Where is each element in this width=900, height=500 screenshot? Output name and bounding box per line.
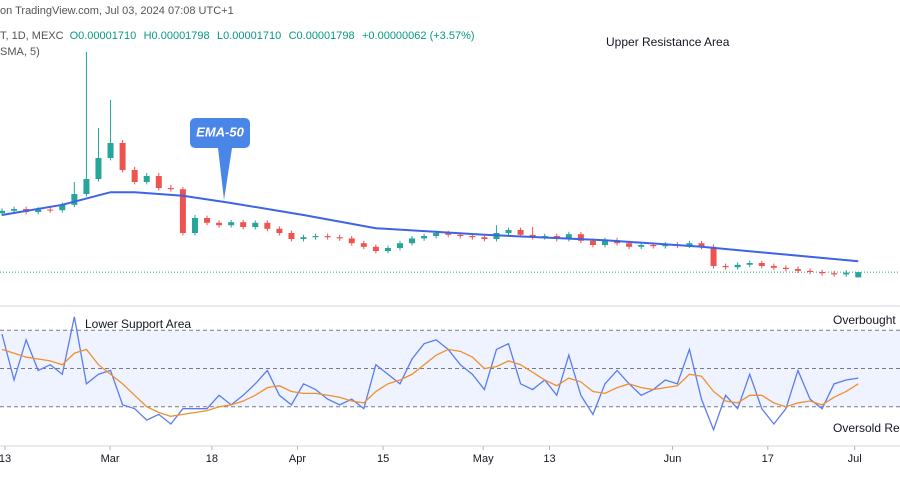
x-tick-label: 13 xyxy=(543,453,555,465)
x-tick-label: May xyxy=(473,453,494,465)
candle-body xyxy=(650,245,657,247)
candle-body xyxy=(240,222,247,227)
candle-body xyxy=(59,204,66,211)
annotation: Upper Resistance Area xyxy=(606,35,730,49)
ema-label: EMA-50 xyxy=(196,124,244,139)
candle-body xyxy=(626,243,633,247)
candle-body xyxy=(107,143,114,158)
high: H0.00001798 xyxy=(144,30,210,42)
candle-body xyxy=(746,263,753,265)
candle-body xyxy=(565,234,572,239)
candle-body xyxy=(95,158,102,179)
candle-body xyxy=(191,218,198,233)
candle-body xyxy=(770,266,777,268)
candle-body xyxy=(819,272,826,274)
candle-body xyxy=(734,264,741,268)
indicator: SMA, 5) xyxy=(0,46,40,58)
candle-body xyxy=(469,236,476,238)
candle-body xyxy=(252,222,259,227)
candle-body xyxy=(204,218,211,223)
candle-body xyxy=(179,189,186,233)
candle-body xyxy=(276,228,283,233)
open: O0.00001710 xyxy=(70,30,137,42)
rsi-line xyxy=(1,316,859,432)
x-tick-label: Mar xyxy=(101,453,120,465)
candle-body xyxy=(348,238,355,244)
candle-body xyxy=(638,245,645,247)
candle-body xyxy=(372,246,379,251)
x-tick-label: 13 xyxy=(0,453,11,465)
candle-body xyxy=(83,179,90,194)
x-tick-label: 17 xyxy=(762,453,774,465)
candle-body xyxy=(457,234,464,236)
candle-body xyxy=(589,240,596,245)
candle-body xyxy=(409,238,416,244)
candle-body xyxy=(384,248,391,251)
candle-body xyxy=(445,233,452,235)
candle-body xyxy=(155,176,162,188)
ema-line xyxy=(1,191,859,263)
annotation: Lower Support Area xyxy=(85,317,191,331)
candle-body xyxy=(722,266,729,268)
candle-body xyxy=(481,237,488,239)
candle-body xyxy=(505,230,512,233)
x-tick-label: Apr xyxy=(289,453,306,465)
candle-body xyxy=(698,243,705,247)
change: +0.00000062 (+3.57%) xyxy=(362,30,475,42)
candle-body xyxy=(433,233,440,236)
candle-body xyxy=(686,243,693,246)
x-tick-label: Jul xyxy=(848,453,862,465)
candle-body xyxy=(831,273,838,275)
candle-body xyxy=(119,143,126,170)
candle-body xyxy=(47,209,54,211)
annotation: Oversold Reg xyxy=(833,421,900,435)
source: on TradingView.com, Jul 03, 2024 07:08 U… xyxy=(0,5,234,17)
candle-body xyxy=(167,188,174,190)
candle-body xyxy=(324,236,331,238)
x-tick-label: 18 xyxy=(206,453,218,465)
candle-body xyxy=(288,233,295,239)
candle-body xyxy=(131,170,138,182)
x-tick-label: 15 xyxy=(377,453,389,465)
candle-body xyxy=(843,272,850,275)
low: L0.00001710 xyxy=(217,30,281,42)
candle-body xyxy=(300,237,307,239)
ohlc: O0.00001710 H0.00001798 L0.00001710 C0.0… xyxy=(70,28,475,42)
candle-body xyxy=(421,236,428,239)
candle-body xyxy=(216,222,223,226)
candle-body xyxy=(0,210,5,214)
candle-body xyxy=(11,209,18,211)
candle-body xyxy=(517,230,524,235)
close: C0.00001798 xyxy=(289,30,355,42)
candle-body xyxy=(143,176,150,182)
candle-body xyxy=(855,272,862,278)
candle-body xyxy=(71,194,78,205)
annotation: Overbought xyxy=(833,313,896,327)
candle-body xyxy=(794,269,801,271)
x-tick-label: Jun xyxy=(664,453,682,465)
candle-body xyxy=(782,267,789,269)
candle-body xyxy=(807,270,814,272)
candle-body xyxy=(264,222,271,229)
symbol: T, 1D, MEXC xyxy=(0,30,64,42)
rsi-line xyxy=(1,348,859,417)
candle-body xyxy=(336,237,343,239)
candle-body xyxy=(758,263,765,266)
candle-body xyxy=(602,240,608,245)
candle-body xyxy=(360,243,367,247)
callout-box xyxy=(190,118,250,200)
candle-body xyxy=(396,243,403,248)
candle-body xyxy=(710,246,717,266)
candle-body xyxy=(35,209,42,212)
candle-body xyxy=(577,234,584,241)
candle-body xyxy=(228,222,235,226)
candle-body xyxy=(312,236,319,238)
